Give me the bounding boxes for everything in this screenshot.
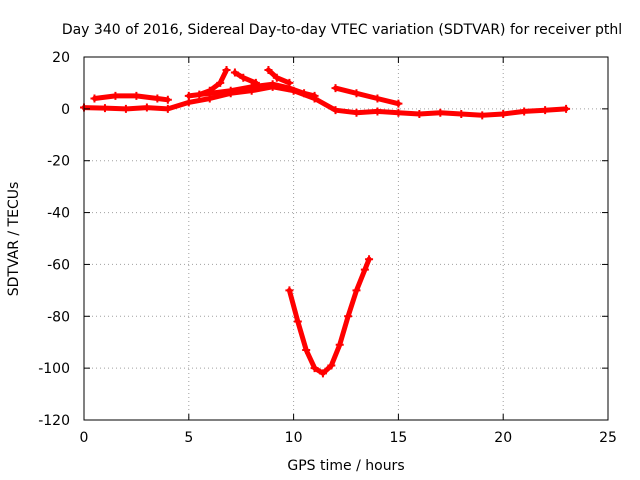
- data-point: [121, 104, 130, 113]
- data-point: [562, 104, 571, 113]
- series-early-arc: [90, 91, 172, 104]
- data-point: [331, 84, 340, 93]
- data-point: [415, 110, 424, 119]
- plot-frame: [83, 56, 609, 421]
- data-point: [205, 86, 214, 95]
- x-tick-label: 5: [184, 430, 193, 446]
- data-point: [153, 94, 162, 103]
- data-point: [344, 312, 353, 321]
- data-point: [394, 99, 403, 108]
- series-layer: [80, 65, 571, 378]
- data-point: [478, 111, 487, 120]
- data-point: [520, 107, 529, 116]
- series-spike-1: [195, 65, 231, 99]
- x-tick-label: 0: [80, 430, 89, 446]
- data-point: [300, 89, 309, 98]
- data-point: [285, 286, 294, 295]
- data-point: [216, 78, 225, 87]
- data-point: [457, 110, 466, 119]
- x-tick-label: 15: [389, 430, 407, 446]
- y-tick-label: 0: [61, 102, 70, 118]
- data-point: [499, 110, 508, 119]
- series-spike-2: [230, 68, 260, 87]
- y-tick-label: -100: [38, 361, 70, 377]
- x-axis-title: GPS time / hours: [287, 458, 404, 474]
- data-point: [285, 78, 294, 87]
- data-point: [111, 91, 120, 100]
- tick-layer: 0 5 10 15 20 25 -120 -100 -80 -60 -40 -20 0 20: [38, 50, 617, 446]
- data-point: [247, 82, 256, 91]
- y-tick-label: -20: [47, 154, 70, 170]
- data-point: [394, 108, 403, 117]
- data-point: [541, 106, 550, 115]
- series-trace: [196, 67, 229, 98]
- data-point: [373, 107, 382, 116]
- chart-title: Day 340 of 2016, Sidereal Day-to-day VTE…: [62, 22, 622, 38]
- series-spike-3: [264, 65, 294, 87]
- data-point: [331, 106, 340, 115]
- data-point: [268, 80, 277, 89]
- data-point: [264, 65, 273, 74]
- series-late-arc: [331, 84, 403, 108]
- data-point: [230, 68, 239, 77]
- data-point: [163, 104, 172, 113]
- data-point: [251, 78, 260, 87]
- data-point: [335, 340, 344, 349]
- data-point: [360, 265, 369, 274]
- data-point: [132, 91, 141, 100]
- y-tick-label: -80: [47, 309, 70, 325]
- series-valley: [285, 255, 374, 378]
- x-tick-label: 10: [285, 430, 303, 446]
- series-upper-band: [184, 80, 319, 100]
- series-trace: [333, 85, 401, 107]
- data-point: [90, 94, 99, 103]
- x-tick-label: 25: [599, 430, 617, 446]
- x-tick-label: 20: [494, 430, 512, 446]
- data-point: [310, 91, 319, 100]
- y-tick-label: -60: [47, 257, 70, 273]
- data-point: [310, 364, 319, 373]
- y-tick-label: -40: [47, 206, 70, 222]
- data-point: [226, 86, 235, 95]
- y-tick-label: -120: [38, 413, 70, 429]
- data-point: [293, 317, 302, 326]
- data-point: [142, 103, 151, 112]
- data-point: [239, 73, 248, 82]
- data-point: [327, 361, 336, 370]
- data-point: [163, 95, 172, 104]
- data-point: [195, 90, 204, 99]
- y-tick-label: 20: [52, 50, 70, 66]
- data-point: [365, 255, 374, 264]
- data-point: [222, 65, 231, 74]
- data-point: [352, 108, 361, 117]
- data-point: [318, 369, 327, 378]
- data-point: [436, 108, 445, 117]
- data-point: [352, 89, 361, 98]
- data-point: [352, 286, 361, 295]
- data-point: [184, 91, 193, 100]
- data-point: [272, 73, 281, 82]
- data-point: [100, 104, 109, 113]
- data-point: [373, 94, 382, 103]
- data-point: [302, 345, 311, 354]
- y-axis-title: SDTVAR / TECUs: [6, 182, 22, 297]
